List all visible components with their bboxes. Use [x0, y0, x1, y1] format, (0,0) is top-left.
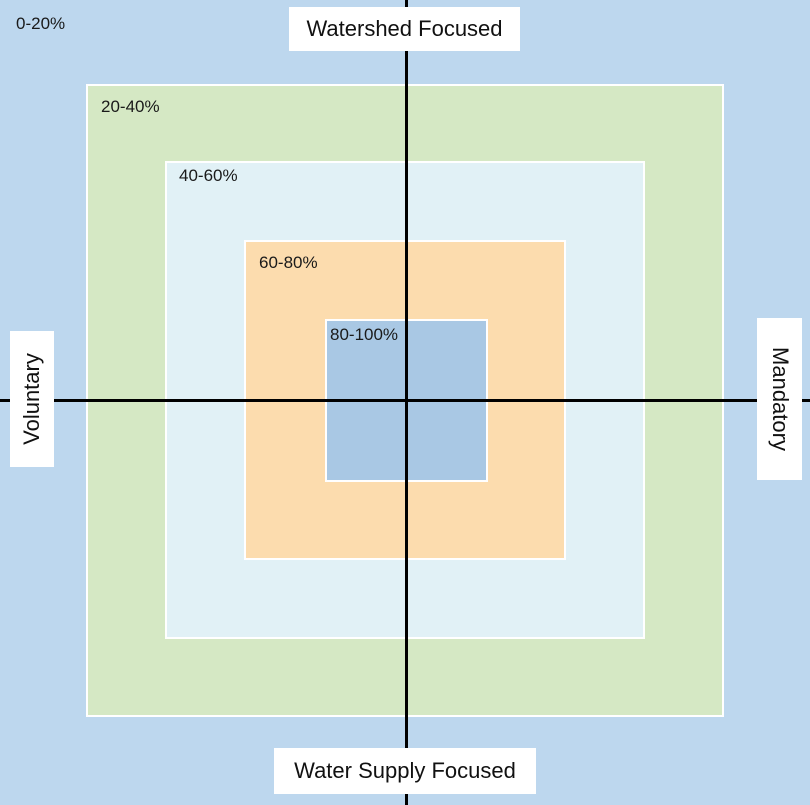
- zone-label-20-40: 20-40%: [101, 97, 160, 116]
- axis-label-right: Mandatory: [757, 318, 802, 480]
- axis-label-bottom: Water Supply Focused: [274, 748, 536, 794]
- horizontal-axis-line: [0, 399, 810, 402]
- vertical-axis-line: [405, 0, 408, 805]
- axis-label-bottom-text: Water Supply Focused: [294, 758, 516, 783]
- axis-label-top: Watershed Focused: [289, 7, 520, 51]
- zone-label-60-80: 60-80%: [259, 253, 318, 272]
- axis-label-left-text: Voluntary: [19, 353, 45, 445]
- axis-label-left: Voluntary: [10, 331, 54, 467]
- zone-label-40-60: 40-60%: [179, 166, 238, 185]
- zone-label-80-100: 80-100%: [330, 325, 399, 344]
- axis-label-top-text: Watershed Focused: [306, 16, 503, 41]
- axis-label-right-text: Mandatory: [767, 347, 793, 451]
- zone-label-0-20: 0-20%: [16, 14, 66, 33]
